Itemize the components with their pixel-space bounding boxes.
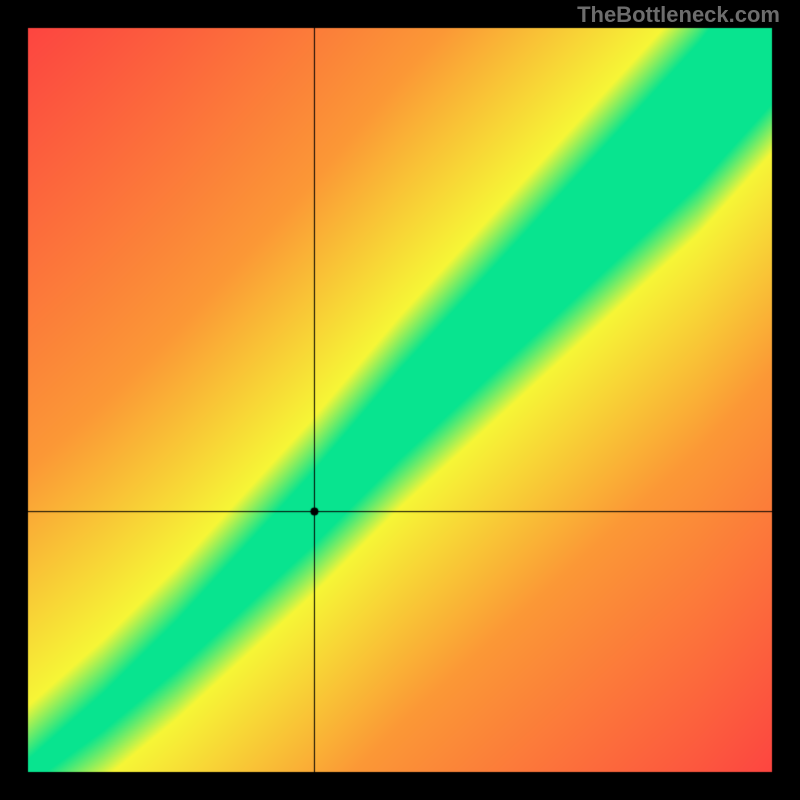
bottleneck-heatmap	[0, 0, 800, 800]
chart-container: TheBottleneck.com	[0, 0, 800, 800]
watermark-text: TheBottleneck.com	[577, 2, 780, 28]
